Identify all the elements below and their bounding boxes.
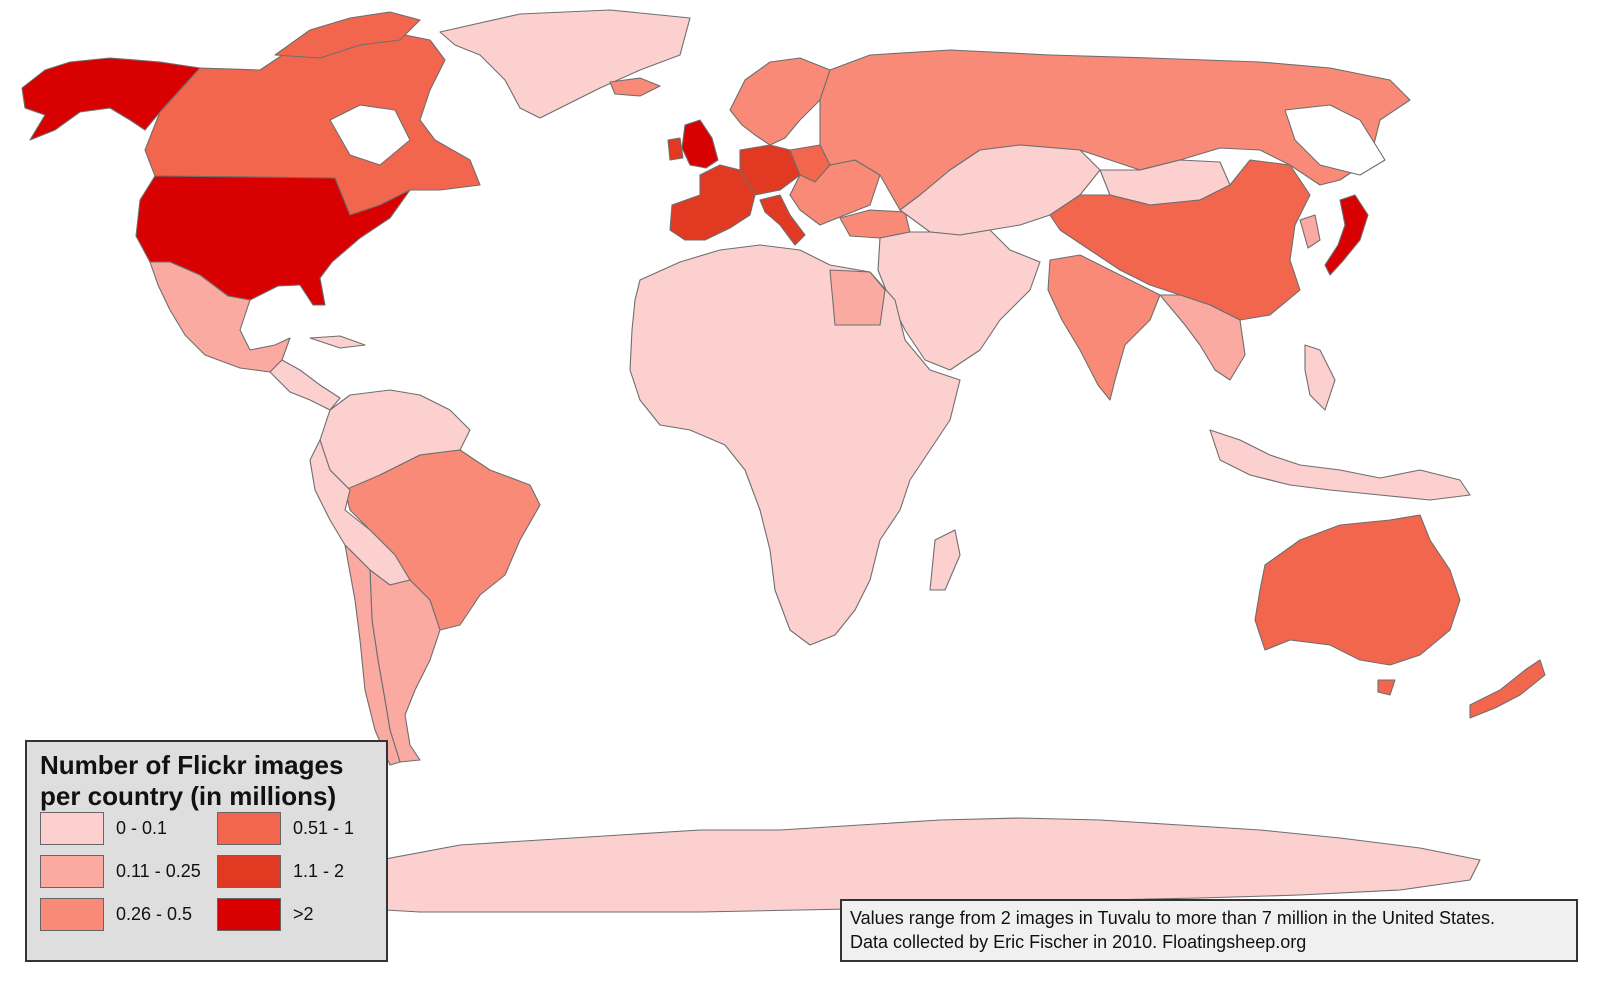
legend-swatch (217, 812, 281, 845)
legend-title-line-1: Number of Flickr images (40, 750, 344, 780)
korea (1299, 214, 1321, 249)
legend: Number of Flickr images per country (in … (25, 740, 388, 962)
egypt (829, 269, 886, 326)
legend-label: 0.26 - 0.5 (116, 904, 193, 924)
tasmania (1377, 679, 1396, 696)
madagascar (929, 529, 961, 591)
legend-swatch (217, 855, 281, 888)
iceland (609, 77, 661, 97)
source-note: Values range from 2 images in Tuvalu to … (840, 899, 1578, 962)
mexico (149, 261, 291, 373)
legend-swatch (40, 855, 104, 888)
scandinavia (729, 57, 831, 146)
central-america (269, 359, 341, 411)
philippines (1304, 344, 1336, 411)
alaska (21, 57, 201, 141)
antarctica (379, 817, 1481, 913)
australia (1254, 514, 1461, 666)
hudson-bay (329, 104, 411, 166)
southeast-asia (1159, 294, 1246, 381)
china (1049, 159, 1311, 321)
india (1047, 254, 1161, 401)
source-note-line-2: Data collected by Eric Fischer in 2010. … (850, 932, 1307, 952)
legend-swatch (40, 812, 104, 845)
ireland (667, 137, 684, 161)
legend-title-line-2: per country (in millions) (40, 781, 337, 811)
legend-label: 1.1 - 2 (293, 861, 345, 881)
legend-label: 0.51 - 1 (293, 818, 355, 838)
russia (819, 49, 1411, 211)
legend-label: 0 - 0.1 (116, 818, 168, 838)
russia-white-patch (1284, 104, 1386, 176)
japan (1324, 194, 1369, 276)
legend-label: >2 (293, 904, 314, 924)
united-kingdom (681, 119, 719, 169)
chile (344, 544, 401, 766)
germany (739, 144, 801, 196)
legend-swatch (40, 898, 104, 931)
legend-swatch (217, 898, 281, 931)
new-zealand (1469, 659, 1546, 719)
africa (629, 244, 961, 646)
france-spain (669, 164, 756, 241)
italy (759, 194, 806, 246)
greenland (439, 9, 691, 119)
indonesia (1209, 429, 1471, 501)
source-note-line-1: Values range from 2 images in Tuvalu to … (850, 908, 1496, 928)
legend-title: Number of Flickr images per country (in … (40, 750, 380, 812)
legend-label: 0.11 - 0.25 (116, 861, 201, 881)
cuba (309, 335, 366, 349)
canada-arctic-islands (274, 11, 421, 59)
eastern-europe (789, 159, 881, 226)
